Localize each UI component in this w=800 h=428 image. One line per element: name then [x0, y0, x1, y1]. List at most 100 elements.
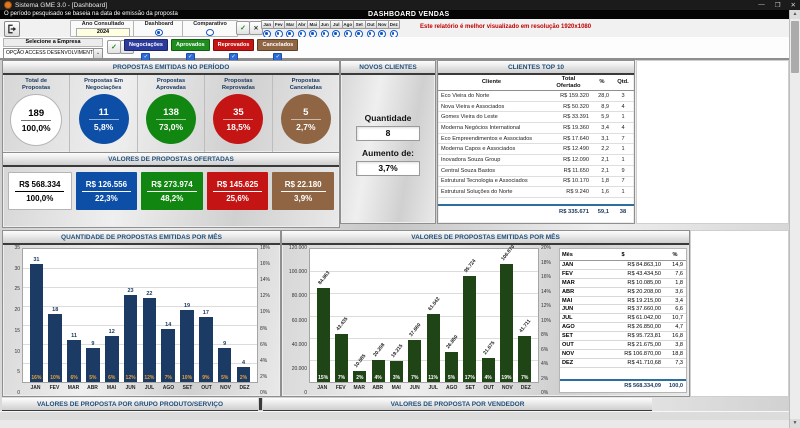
vendor-panel-title: VALORES DE PROPOSTA POR VENDEDOR	[263, 398, 652, 412]
month-value: R$ 10.085,00	[627, 279, 661, 286]
x-tick-label: NOV	[501, 385, 513, 391]
close-button[interactable]: ✕	[790, 2, 796, 9]
month-percent: 3,6	[675, 288, 683, 295]
toolbar-row-1: Ano Consultado 2024 Dashboard Comparativ…	[0, 19, 790, 38]
bar-column: 4% 21.675	[479, 249, 497, 382]
month-button-jan[interactable]: Jan	[261, 20, 274, 29]
gridline	[310, 293, 538, 295]
gridline	[310, 315, 538, 317]
status-button-negociações[interactable]: Negociações	[124, 39, 168, 51]
gridline	[23, 363, 257, 364]
divider	[21, 120, 52, 121]
divider	[223, 119, 254, 120]
month-button-dez[interactable]: Dez	[387, 20, 400, 29]
month-button-set[interactable]: Set	[353, 20, 366, 29]
status-button-aprovados[interactable]: Aprovados	[170, 39, 210, 51]
vertical-scrollbar[interactable]: ▲ ▼	[789, 10, 800, 428]
bottom-strip	[0, 420, 790, 428]
month-cell-label: FEV	[562, 270, 573, 277]
bar-percent-label: 6%	[108, 375, 116, 381]
status-button-reprovados[interactable]: Reprovados	[212, 39, 255, 51]
bar-percent-label: 11%	[428, 375, 438, 381]
total-percent-sum: 59,1	[597, 208, 609, 215]
gridline	[23, 344, 257, 345]
bar-percent-label: 10%	[50, 375, 61, 381]
gridline	[310, 359, 538, 361]
scrollbar-thumb[interactable]	[791, 21, 799, 73]
apply-company-button[interactable]: ✓	[107, 40, 121, 54]
table-row: Estrutural Soluções do Norte R$ 9.240 1,6 1	[438, 187, 634, 198]
y2-tick-label: 2%	[541, 375, 549, 382]
increase-value: 3,7%	[356, 161, 420, 176]
exit-button[interactable]	[4, 21, 20, 37]
table-row: AGO R$ 26.850,00 4,7	[560, 323, 686, 333]
values-chart-title: VALORES DE PROPOSTAS EMITIDAS POR MÊS	[282, 231, 689, 245]
month-cell-label: NOV	[562, 350, 575, 357]
bar: 3% 19.215	[389, 343, 405, 382]
bar-value-label: 19	[183, 302, 191, 309]
bar-column: 2% 10.085	[351, 249, 369, 382]
table-row: JUL R$ 61.042,00 10,7	[560, 314, 686, 324]
value-card: R$ 568.334 100,0%	[8, 172, 72, 210]
x-tick-label: AGO	[162, 385, 175, 391]
gridline	[310, 271, 538, 273]
table-row: OUT R$ 21.675,00 3,8	[560, 341, 686, 350]
company-select[interactable]: OPÇÃO ACCESS DESENVOLVIMENTO D ⌄	[3, 48, 103, 59]
status-button-cancelados[interactable]: Cancelados	[257, 39, 299, 51]
month-value: R$ 21.675,00	[627, 341, 661, 348]
y2-tick-label: 10%	[260, 309, 271, 316]
col-total-ofertado: Total Ofertado	[556, 76, 581, 89]
chevron-down-icon[interactable]: ⌄	[93, 49, 102, 58]
scroll-up-arrow-icon[interactable]: ▲	[790, 10, 800, 19]
month-button-mar[interactable]: Mar	[284, 20, 297, 29]
month-percent: 18,8	[672, 350, 683, 357]
maximize-button[interactable]: ❐	[774, 2, 781, 9]
client-qty: 7	[621, 135, 625, 142]
values-chart-right-axis: 20% 18% 16% 14% 12% 10% 8% 6% 4% 2% 0%	[539, 245, 557, 396]
bar-value-label: 17	[202, 310, 209, 317]
scroll-down-arrow-icon[interactable]: ▼	[790, 419, 800, 428]
x-tick-label: JAN	[317, 385, 328, 391]
col-cliente: Cliente	[481, 79, 502, 86]
values-chart-x-axis: JAN FEV MAR ABR MAI JUN JUL AGO SET OUT NOV DEZ	[309, 383, 539, 393]
y2-tick-label: 0%	[541, 390, 549, 396]
summary-item-label: Propostas Aprovadas	[156, 78, 186, 91]
year-value[interactable]: 2024	[76, 28, 130, 37]
increase-label: Aumento de:	[362, 148, 414, 158]
bar: 7% 41.711	[518, 318, 533, 382]
month-button-mai[interactable]: Mai	[307, 20, 320, 29]
table-row: Eco Empreendimentos e Associados R$ 17.64…	[438, 134, 634, 145]
qty-chart-x-axis: JAN FEV MAR ABR MAI JUN JUL AGO SET OUT NOV DEZ	[22, 383, 258, 393]
x-tick-label: ABR	[87, 385, 98, 391]
toolbar-row-2: Selecione a Empresa OPÇÃO ACCESS DESENVO…	[0, 37, 790, 62]
top-clients-rows: Eco Vieira do Norte R$ 159.320 28,0 3 Nova V…	[438, 91, 634, 198]
apply-months-button[interactable]: ✓	[236, 21, 250, 35]
bar-column: 4% 20.208	[369, 249, 387, 382]
y-tick-label: 20.000	[291, 365, 307, 372]
bar-column: 14 7%	[159, 249, 178, 382]
y-tick-label: 35	[14, 245, 20, 251]
month-cell-fev: Fev	[272, 20, 285, 38]
month-percent: 7,6	[675, 270, 683, 277]
company-group: Selecione a Empresa OPÇÃO ACCESS DESENVO…	[3, 38, 103, 59]
bar: 12%	[142, 298, 157, 382]
comparativo-radio[interactable]	[206, 29, 214, 36]
month-button-nov[interactable]: Nov	[376, 20, 389, 29]
month-percent: 6,6	[675, 306, 683, 313]
view-option-dashboard[interactable]: Dashboard	[133, 20, 185, 37]
bar: 10%	[48, 313, 63, 382]
client-percent: 5,9	[601, 114, 609, 121]
x-tick-label: ABR	[372, 385, 384, 391]
y-tick-label: 10	[14, 348, 20, 355]
client-name: Gomes Vieira do Leste	[441, 114, 498, 121]
status-filter-cancelados: Cancelados ✓	[257, 39, 299, 62]
view-option-comparativo[interactable]: Comparativo	[182, 20, 238, 37]
year-group: Ano Consultado 2024	[70, 20, 136, 37]
client-total: R$ 159.320	[560, 92, 589, 99]
minimize-button[interactable]: —	[758, 1, 765, 8]
dashboard-radio[interactable]	[155, 29, 163, 36]
y2-tick-label: 6%	[260, 341, 268, 348]
month-button-jul[interactable]: Jul	[330, 20, 343, 29]
x-tick-label: MAR	[67, 385, 80, 391]
bar-percent-label: 2%	[239, 375, 248, 381]
